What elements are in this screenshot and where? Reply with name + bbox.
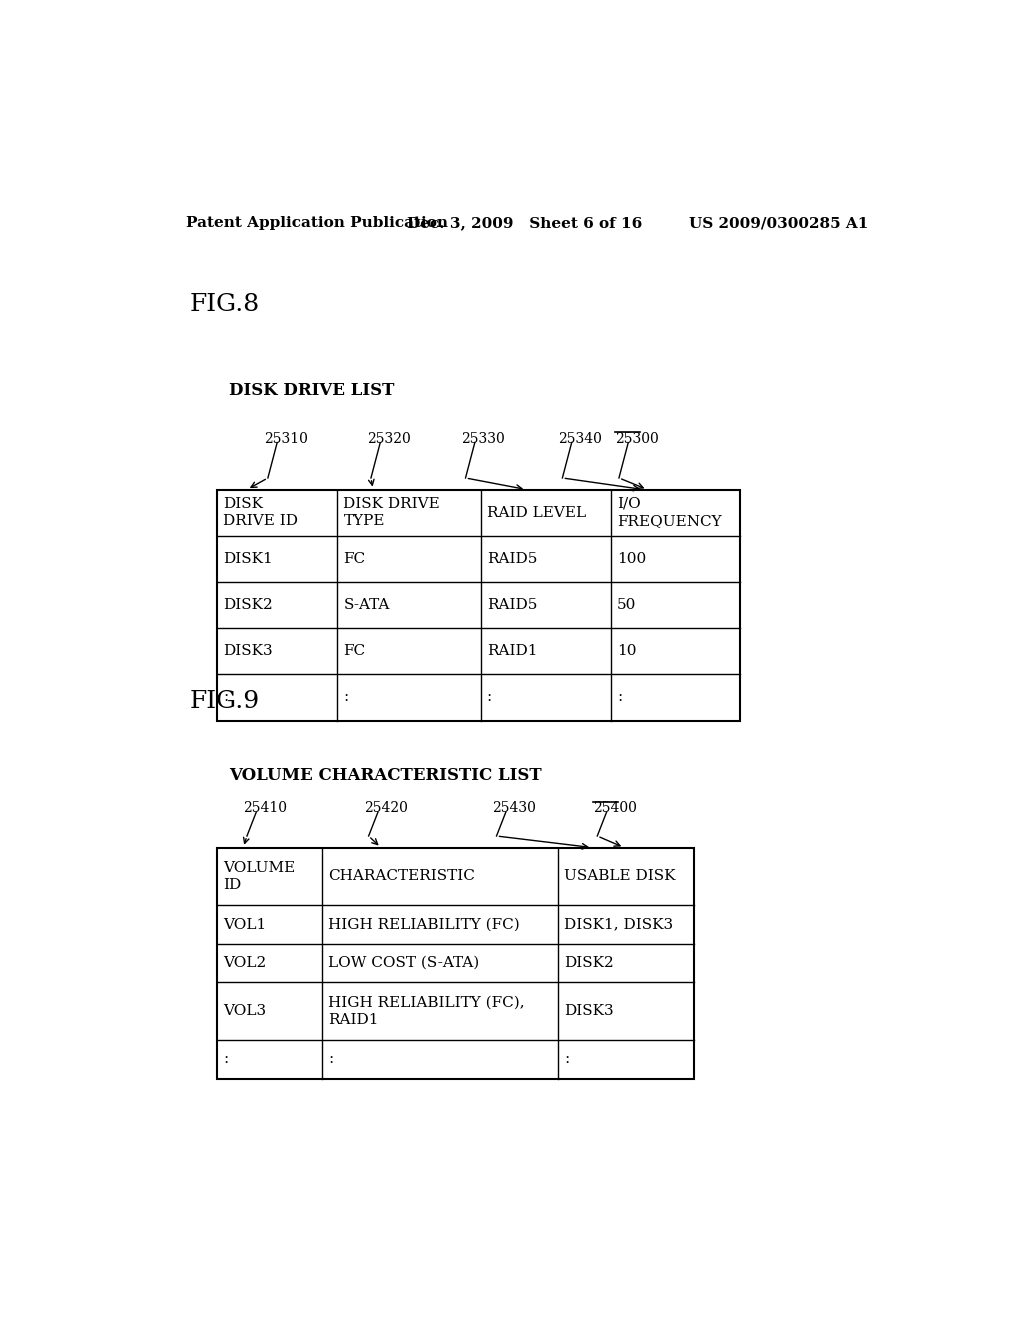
Text: S-ATA: S-ATA	[343, 598, 390, 612]
Bar	[217, 847, 693, 1078]
Text: Patent Application Publication: Patent Application Publication	[186, 216, 449, 230]
Text: FIG.8: FIG.8	[190, 293, 260, 317]
Text: VOLUME
ID: VOLUME ID	[223, 861, 296, 892]
Text: DISK DRIVE
TYPE: DISK DRIVE TYPE	[343, 496, 440, 528]
Text: 50: 50	[617, 598, 636, 612]
Text: DISK
DRIVE ID: DISK DRIVE ID	[223, 496, 298, 528]
Text: 25410: 25410	[243, 801, 287, 816]
Text: :: :	[343, 690, 349, 705]
Text: DISK1, DISK3: DISK1, DISK3	[564, 917, 674, 932]
Text: VOL3: VOL3	[223, 1005, 266, 1018]
Text: :: :	[617, 690, 623, 705]
Text: DISK1: DISK1	[223, 552, 273, 566]
Text: 25400: 25400	[593, 801, 637, 816]
Text: RAID5: RAID5	[486, 598, 538, 612]
Text: :: :	[223, 690, 228, 705]
Text: DISK3: DISK3	[223, 644, 273, 659]
Text: USABLE DISK: USABLE DISK	[564, 870, 676, 883]
Text: 25320: 25320	[367, 432, 411, 446]
Text: HIGH RELIABILITY (FC): HIGH RELIABILITY (FC)	[328, 917, 520, 932]
Bar	[217, 490, 740, 721]
Text: Dec. 3, 2009   Sheet 6 of 16: Dec. 3, 2009 Sheet 6 of 16	[408, 216, 642, 230]
Text: RAID1: RAID1	[486, 644, 538, 659]
Text: HIGH RELIABILITY (FC),
RAID1: HIGH RELIABILITY (FC), RAID1	[328, 995, 524, 1027]
Text: :: :	[564, 1052, 569, 1067]
Text: 10: 10	[617, 644, 637, 659]
Text: DISK2: DISK2	[223, 598, 273, 612]
Text: 25430: 25430	[493, 801, 537, 816]
Text: 25330: 25330	[461, 432, 505, 446]
Text: DISK2: DISK2	[564, 956, 614, 970]
Text: DISK3: DISK3	[564, 1005, 614, 1018]
Text: :: :	[486, 690, 493, 705]
Text: DISK DRIVE LIST: DISK DRIVE LIST	[228, 381, 394, 399]
Text: FIG.9: FIG.9	[190, 689, 260, 713]
Text: 25310: 25310	[263, 432, 307, 446]
Text: VOL1: VOL1	[223, 917, 266, 932]
Text: FC: FC	[343, 644, 366, 659]
Text: 25300: 25300	[614, 432, 658, 446]
Text: 25420: 25420	[365, 801, 409, 816]
Text: VOLUME CHARACTERISTIC LIST: VOLUME CHARACTERISTIC LIST	[228, 767, 542, 784]
Text: 25340: 25340	[558, 432, 602, 446]
Text: US 2009/0300285 A1: US 2009/0300285 A1	[689, 216, 868, 230]
Text: VOL2: VOL2	[223, 956, 266, 970]
Text: 100: 100	[617, 552, 646, 566]
Text: LOW COST (S-ATA): LOW COST (S-ATA)	[328, 956, 479, 970]
Text: RAID5: RAID5	[486, 552, 538, 566]
Text: FC: FC	[343, 552, 366, 566]
Text: :: :	[223, 1052, 228, 1067]
Text: RAID LEVEL: RAID LEVEL	[486, 506, 586, 520]
Text: CHARACTERISTIC: CHARACTERISTIC	[328, 870, 475, 883]
Text: :: :	[328, 1052, 333, 1067]
Text: I/O
FREQUENCY: I/O FREQUENCY	[617, 496, 722, 528]
